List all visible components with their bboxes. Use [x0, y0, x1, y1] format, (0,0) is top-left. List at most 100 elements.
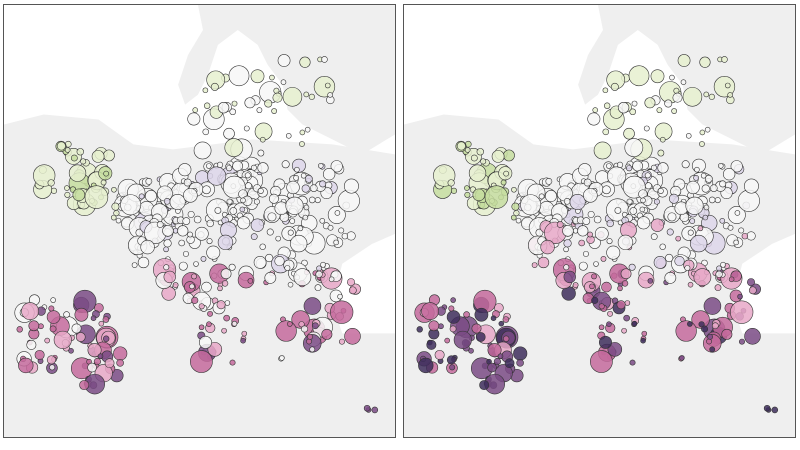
station-marker — [287, 281, 294, 288]
station-marker — [216, 300, 226, 310]
station-marker — [314, 284, 322, 292]
station-marker — [216, 161, 224, 168]
station-marker — [244, 172, 251, 179]
station-marker — [448, 305, 455, 312]
station-marker — [650, 164, 657, 171]
station-marker — [607, 166, 627, 186]
station-marker — [194, 226, 209, 241]
station-marker — [191, 273, 197, 280]
station-marker — [310, 184, 318, 192]
station-marker — [700, 172, 707, 179]
station-marker — [738, 338, 745, 345]
station-marker — [664, 272, 677, 284]
landmass — [267, 395, 308, 409]
station-marker — [607, 342, 623, 357]
station-marker — [206, 238, 213, 245]
station-marker — [602, 87, 609, 94]
station-marker — [163, 270, 176, 284]
station-marker — [156, 221, 164, 228]
station-marker — [468, 164, 487, 182]
station-marker — [371, 406, 379, 414]
station-marker — [279, 355, 285, 361]
station-marker — [100, 179, 107, 186]
station-marker — [715, 270, 723, 278]
station-marker — [250, 233, 258, 241]
station-marker — [250, 164, 257, 171]
station-marker — [587, 112, 601, 126]
station-marker — [202, 185, 211, 195]
station-marker — [511, 202, 520, 211]
station-marker — [503, 170, 510, 177]
station-marker — [140, 239, 155, 255]
station-marker — [157, 185, 173, 202]
station-marker — [582, 250, 589, 257]
station-marker — [675, 235, 681, 242]
station-marker — [624, 300, 631, 306]
station-marker — [48, 305, 55, 312]
station-marker — [64, 185, 70, 191]
station-marker — [177, 225, 189, 237]
station-marker — [229, 359, 236, 366]
station-marker — [698, 321, 705, 328]
station-marker — [626, 165, 633, 172]
station-marker — [677, 54, 691, 67]
station-marker — [606, 321, 612, 327]
station-marker — [163, 239, 172, 248]
station-marker — [594, 226, 609, 241]
station-marker — [617, 234, 634, 251]
station-marker — [187, 210, 195, 218]
station-marker — [226, 198, 233, 205]
station-marker — [68, 164, 87, 182]
station-marker — [182, 250, 189, 257]
station-marker — [145, 178, 153, 185]
station-marker — [294, 166, 300, 173]
station-marker — [592, 107, 599, 113]
station-marker — [724, 82, 731, 89]
station-marker — [137, 256, 150, 269]
station-marker — [606, 219, 614, 228]
station-marker — [97, 353, 104, 359]
map-right-svg — [404, 5, 795, 437]
station-marker — [183, 188, 198, 203]
station-marker — [53, 330, 72, 349]
station-marker — [697, 225, 704, 232]
station-marker — [653, 198, 660, 205]
station-marker — [191, 296, 199, 304]
station-marker — [593, 141, 612, 160]
station-marker — [503, 149, 515, 162]
station-marker — [450, 297, 456, 303]
station-marker — [87, 343, 102, 358]
station-marker — [217, 102, 230, 114]
station-marker — [694, 166, 700, 173]
station-marker — [601, 281, 612, 293]
station-marker — [313, 76, 336, 98]
station-marker — [280, 79, 287, 85]
station-marker — [322, 167, 336, 181]
station-marker — [628, 65, 650, 87]
station-marker — [714, 284, 722, 292]
station-marker — [687, 229, 694, 236]
station-marker — [338, 227, 345, 234]
station-marker — [21, 302, 39, 320]
station-marker — [226, 165, 233, 172]
station-marker — [338, 338, 345, 345]
station-marker — [721, 328, 733, 340]
station-marker — [682, 87, 703, 107]
station-marker — [502, 335, 510, 342]
station-marker — [300, 172, 307, 179]
station-marker — [49, 364, 56, 371]
station-marker — [202, 128, 210, 136]
station-marker — [267, 212, 277, 222]
station-marker — [63, 311, 70, 318]
station-marker — [428, 320, 440, 332]
station-markers — [414, 54, 779, 414]
station-marker — [163, 198, 171, 205]
station-marker — [231, 100, 238, 107]
station-marker — [641, 330, 648, 337]
station-marker — [520, 194, 542, 216]
station-marker — [593, 261, 599, 267]
station-marker — [26, 339, 37, 350]
station-marker — [510, 214, 517, 221]
station-marker — [163, 264, 170, 271]
station-marker — [563, 198, 571, 205]
